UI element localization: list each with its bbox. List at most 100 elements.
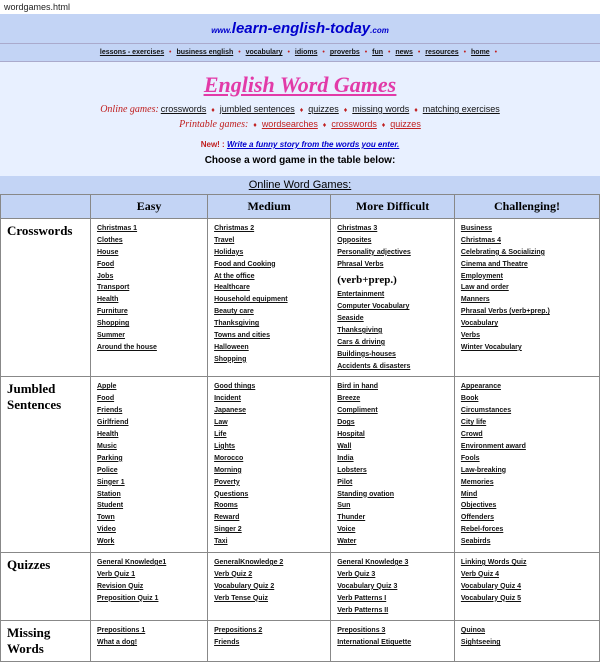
game-link[interactable]: GeneralKnowledge 2 <box>214 559 283 566</box>
nav-link[interactable]: idioms <box>295 49 318 56</box>
game-link[interactable]: Questions <box>214 491 248 498</box>
game-link[interactable]: Computer Vocabulary <box>337 303 409 310</box>
game-link[interactable]: Christmas 1 <box>97 225 137 232</box>
game-link[interactable]: Verb Quiz 2 <box>214 571 252 578</box>
game-link[interactable]: Food <box>97 261 114 268</box>
game-link[interactable]: Employment <box>461 273 503 280</box>
game-link[interactable]: What a dog! <box>97 639 137 646</box>
game-link[interactable]: Memories <box>461 479 494 486</box>
game-link[interactable]: Linking Words Quiz <box>461 559 527 566</box>
game-link[interactable]: Good things <box>214 383 255 390</box>
game-link[interactable]: Standing ovation <box>337 491 394 498</box>
game-link[interactable]: General Knowledge 3 <box>337 559 408 566</box>
printable-game-link[interactable]: wordsearches <box>262 119 318 129</box>
game-link[interactable]: Book <box>461 395 479 402</box>
game-link[interactable]: Sun <box>337 502 350 509</box>
game-link[interactable]: Accidents & disasters <box>337 363 410 370</box>
game-link[interactable]: Rooms <box>214 502 238 509</box>
online-game-link[interactable]: matching exercises <box>423 104 500 114</box>
online-game-link[interactable]: jumbled sentences <box>220 104 295 114</box>
game-link[interactable]: Wall <box>337 443 351 450</box>
game-link[interactable]: Station <box>97 491 121 498</box>
game-link[interactable]: Dogs <box>337 419 355 426</box>
game-link[interactable]: Hospital <box>337 431 365 438</box>
game-link[interactable]: Cars & driving <box>337 339 385 346</box>
game-link[interactable]: Compliment <box>337 407 377 414</box>
game-link[interactable]: Seabirds <box>461 538 491 545</box>
game-link[interactable]: Law <box>214 419 228 426</box>
game-link[interactable]: Entertainment <box>337 291 384 298</box>
nav-link[interactable]: proverbs <box>330 49 360 56</box>
game-link[interactable]: Seaside <box>337 315 363 322</box>
game-link[interactable]: Apple <box>97 383 116 390</box>
game-link[interactable]: Opposites <box>337 237 371 244</box>
game-link[interactable]: Music <box>97 443 117 450</box>
game-link[interactable]: Travel <box>214 237 234 244</box>
game-link[interactable]: Food and Cooking <box>214 261 275 268</box>
new-story-link[interactable]: Write a funny story from the words you e… <box>227 140 399 149</box>
game-link[interactable]: Appearance <box>461 383 501 390</box>
game-link[interactable]: Parking <box>97 455 123 462</box>
game-link[interactable]: Objectives <box>461 502 496 509</box>
game-link[interactable]: Around the house <box>97 344 157 351</box>
game-link[interactable]: International Etiquette <box>337 639 411 646</box>
nav-link[interactable]: business english <box>176 49 233 56</box>
game-link[interactable]: Singer 1 <box>97 479 125 486</box>
game-link[interactable]: Clothes <box>97 237 123 244</box>
game-link[interactable]: Buildings-houses <box>337 351 396 358</box>
game-link[interactable]: Sightseeing <box>461 639 501 646</box>
game-link[interactable]: Phrasal Verbs <box>337 261 383 268</box>
game-link[interactable]: City life <box>461 419 486 426</box>
game-link[interactable]: Lights <box>214 443 235 450</box>
game-link[interactable]: Thunder <box>337 514 365 521</box>
game-link[interactable]: Transport <box>97 284 129 291</box>
game-link[interactable]: House <box>97 249 118 256</box>
game-link[interactable]: Prepositions 1 <box>97 627 145 634</box>
game-link[interactable]: Girlfriend <box>97 419 129 426</box>
game-link[interactable]: Halloween <box>214 344 249 351</box>
game-link[interactable]: Vocabulary Quiz 4 <box>461 583 521 590</box>
game-link[interactable]: Friends <box>214 639 239 646</box>
game-link[interactable]: Environment award <box>461 443 526 450</box>
game-link[interactable]: Prepositions 3 <box>337 627 385 634</box>
game-link[interactable]: Household equipment <box>214 296 288 303</box>
game-link[interactable]: Food <box>97 395 114 402</box>
game-link[interactable]: Life <box>214 431 226 438</box>
game-link[interactable]: Incident <box>214 395 241 402</box>
online-game-link[interactable]: crosswords <box>161 104 207 114</box>
game-link[interactable]: Towns and cities <box>214 332 270 339</box>
printable-game-link[interactable]: crosswords <box>331 119 377 129</box>
game-link[interactable]: Personality adjectives <box>337 249 411 256</box>
game-link[interactable]: Crowd <box>461 431 483 438</box>
game-link[interactable]: Reward <box>214 514 239 521</box>
game-link[interactable]: Taxi <box>214 538 228 545</box>
game-link[interactable]: Verb Quiz 1 <box>97 571 135 578</box>
game-link[interactable]: Summer <box>97 332 125 339</box>
nav-link[interactable]: fun <box>372 49 383 56</box>
game-link[interactable]: Celebrating & Socializing <box>461 249 545 256</box>
game-link[interactable]: Bird in hand <box>337 383 378 390</box>
game-link[interactable]: Japanese <box>214 407 246 414</box>
game-link[interactable]: Christmas 4 <box>461 237 501 244</box>
game-link[interactable]: Verb Patterns I <box>337 595 386 602</box>
game-link[interactable]: Holidays <box>214 249 243 256</box>
game-link[interactable]: Thanksgiving <box>214 320 259 327</box>
page-title[interactable]: English Word Games <box>204 72 396 97</box>
banner-brand[interactable]: learn-english-today <box>232 20 370 37</box>
nav-link[interactable]: lessons - exercises <box>100 49 164 56</box>
game-link[interactable]: Friends <box>97 407 122 414</box>
game-link[interactable]: Vocabulary Quiz 2 <box>214 583 274 590</box>
game-link[interactable]: Phrasal Verbs (verb+prep.) <box>461 308 550 315</box>
game-link[interactable]: Vocabulary <box>461 320 498 327</box>
game-link[interactable]: Singer 2 <box>214 526 242 533</box>
game-link[interactable]: Verb Patterns II <box>337 607 388 614</box>
game-link[interactable]: Voice <box>337 526 355 533</box>
game-link[interactable]: Lobsters <box>337 467 367 474</box>
game-link[interactable]: At the office <box>214 273 254 280</box>
game-link[interactable]: India <box>337 455 353 462</box>
game-link[interactable]: Health <box>97 431 118 438</box>
game-link[interactable]: Law-breaking <box>461 467 506 474</box>
game-link[interactable]: Fools <box>461 455 480 462</box>
game-link[interactable]: Student <box>97 502 123 509</box>
nav-link[interactable]: home <box>471 49 490 56</box>
